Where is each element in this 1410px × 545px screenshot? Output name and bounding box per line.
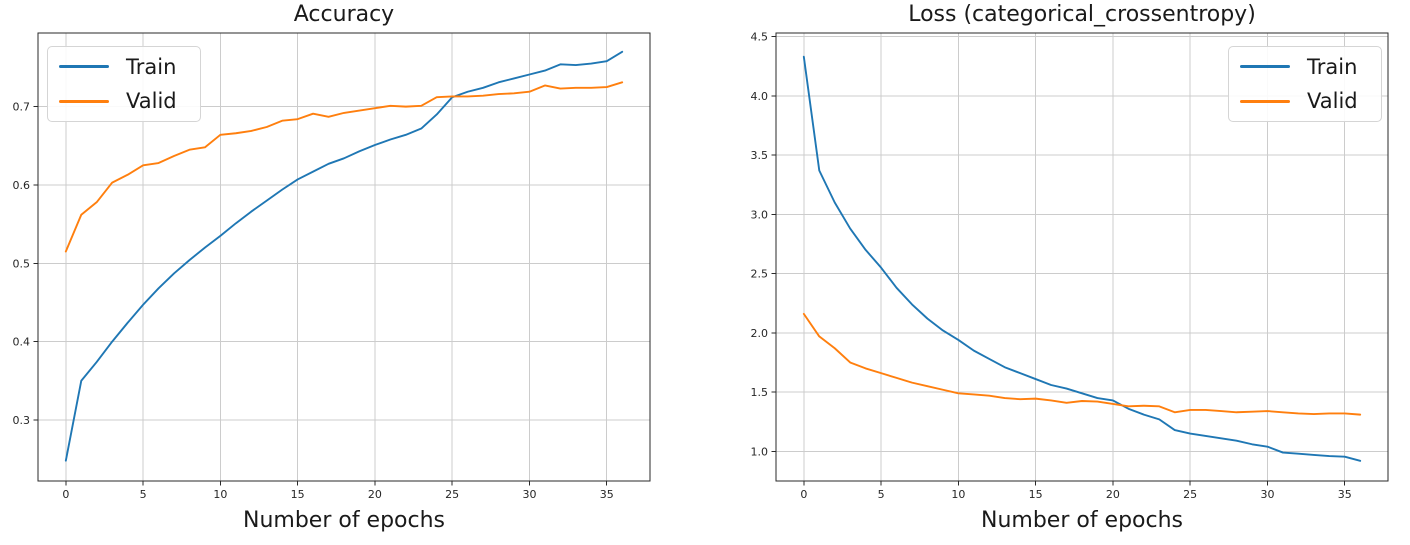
x-tick-label: 5 (878, 488, 885, 501)
y-tick-label: 1.5 (751, 386, 769, 399)
accuracy-chart-title: Accuracy (293, 2, 395, 27)
valid-legend-label: Valid (1307, 89, 1358, 114)
y-tick-label: 0.4 (13, 336, 31, 349)
x-tick-label: 0 (62, 488, 69, 501)
y-tick-label: 3.5 (751, 149, 769, 162)
y-tick-label: 2.5 (751, 268, 769, 281)
x-tick-label: 15 (1029, 488, 1043, 501)
valid-line-swatch (1240, 99, 1290, 103)
legend-item-valid: Valid (48, 84, 200, 118)
x-tick-label: 10 (951, 488, 965, 501)
y-tick-label: 0.7 (13, 101, 31, 114)
x-tick-label: 15 (291, 488, 305, 501)
axes-box (37, 32, 651, 482)
tick-labels: 0 5 10 15 20 25 30 35 1.0 1.5 2.0 2.5 3.0 3.5 4.0 4.5 (751, 31, 1352, 501)
valid-line (64, 81, 624, 253)
x-tick-label: 30 (1260, 488, 1274, 501)
y-tick-label: 2.0 (751, 327, 769, 340)
y-tick-label: 1.0 (751, 445, 769, 458)
train-line (802, 55, 1362, 462)
x-tick-label: 25 (1183, 488, 1197, 501)
valid-line-swatch (59, 99, 109, 103)
valid-legend-label: Valid (126, 89, 177, 114)
axes-box (775, 32, 1389, 482)
x-tick-label: 0 (800, 488, 807, 501)
legend-item-valid: Valid (1229, 84, 1381, 118)
tick-labels: 0 5 10 15 20 25 30 35 0.3 0.4 0.5 0.6 0.7 (13, 101, 614, 501)
valid-line (802, 312, 1362, 416)
x-tick-label: 5 (140, 488, 147, 501)
y-tick-label: 4.5 (751, 31, 769, 44)
tick-marks (771, 36, 1346, 486)
accuracy-chart: 0 5 10 15 20 25 30 35 0.3 0.4 0.5 0.6 0.7 (13, 32, 651, 501)
y-tick-label: 0.5 (13, 257, 31, 270)
loss-x-axis-label: Number of epochs (980, 508, 1184, 533)
gridlines (38, 33, 650, 481)
train-line-swatch (1240, 65, 1290, 69)
x-tick-label: 30 (522, 488, 536, 501)
train-line-swatch (59, 65, 109, 69)
x-tick-label: 20 (1106, 488, 1120, 501)
train-line (64, 50, 624, 462)
loss-chart-title: Loss (categorical_crossentropy) (908, 2, 1256, 27)
y-tick-label: 4.0 (751, 90, 769, 103)
legend-item-train: Train (48, 50, 200, 84)
x-tick-label: 35 (1338, 488, 1352, 501)
y-tick-label: 3.0 (751, 208, 769, 221)
x-tick-label: 20 (368, 488, 382, 501)
loss-chart: 0 5 10 15 20 25 30 35 1.0 1.5 2.0 2.5 3.0 3.5 4.0 4.5 (751, 31, 1389, 501)
x-tick-label: 35 (600, 488, 614, 501)
loss-legend: Train Valid (1228, 46, 1382, 122)
accuracy-legend: Train Valid (47, 46, 201, 122)
y-tick-label: 0.3 (13, 414, 31, 427)
tick-marks (33, 106, 608, 486)
gridlines (776, 33, 1388, 481)
y-tick-label: 0.6 (13, 179, 31, 192)
train-legend-label: Train (126, 54, 177, 79)
train-legend-label: Train (1307, 54, 1358, 79)
x-tick-label: 10 (213, 488, 227, 501)
x-tick-label: 25 (445, 488, 459, 501)
accuracy-x-axis-label: Number of epochs (242, 508, 446, 533)
legend-item-train: Train (1229, 50, 1381, 84)
